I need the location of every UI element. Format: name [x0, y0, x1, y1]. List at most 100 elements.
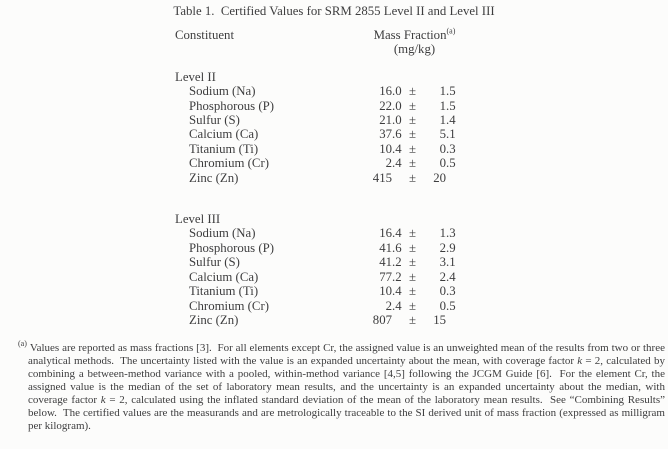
- plus-minus-sign: ±: [408, 312, 417, 327]
- uncertainty-decimal: .4: [446, 113, 456, 128]
- footnote-text-part: = 2, calculated by combining a between-m…: [28, 355, 668, 406]
- value-decimal: .4: [392, 156, 402, 171]
- uncertainty-decimal: .4: [446, 269, 456, 284]
- constituent-cell: Chromium (Cr): [189, 156, 269, 171]
- uncertainty-integer: 2: [439, 269, 446, 284]
- section-label-row: Level III: [175, 212, 458, 226]
- uncertainty-integer: 20: [433, 170, 446, 185]
- uncertainty-integer: 2: [439, 240, 446, 255]
- uncertainty-decimal: .5: [446, 84, 456, 99]
- uncertainty-integer: 5: [439, 127, 446, 142]
- uncertainty-decimal: [446, 171, 458, 185]
- plus-minus-sign: ±: [408, 298, 417, 313]
- uncertainty-integer: 15: [433, 312, 446, 327]
- table-row: Zinc (Zn) 415 ± 20: [175, 171, 458, 185]
- unit-row-spacer: [175, 42, 352, 56]
- uncertainty-decimal: .5: [446, 156, 456, 171]
- footnote-italic-k: k: [100, 394, 106, 406]
- uncertainty-integer: 0: [439, 156, 446, 171]
- value-integer: 415: [372, 170, 392, 185]
- value-decimal: .0: [392, 113, 402, 128]
- value-decimal: [392, 171, 405, 185]
- value-integer: 41: [379, 255, 392, 270]
- mass-fraction-label: Mass Fraction: [373, 28, 447, 42]
- plus-minus-sign: ±: [408, 255, 417, 270]
- value-integer: 807: [372, 312, 392, 327]
- table-row: Sulfur (S) 21 .0 ± 1 .4: [175, 113, 458, 127]
- plus-minus-sign: ±: [408, 127, 417, 142]
- uncertainty-integer: 3: [439, 255, 446, 270]
- value-decimal: .2: [392, 269, 402, 284]
- table-row: Sulfur (S) 41 .2 ± 3 .1: [175, 255, 458, 269]
- table-row: Phosphorous (P) 41 .6 ± 2 .9: [175, 241, 458, 255]
- table-row: Calcium (Ca) 37 .6 ± 5 .1: [175, 127, 458, 141]
- certified-values-table: Constituent Mass Fraction(a) (mg/kg) Lev…: [175, 27, 458, 328]
- footnote-text-part: = 2, calculated using the inflated stand…: [28, 394, 668, 432]
- table-row: Sodium (Na) 16 .0 ± 1 .5: [175, 84, 458, 98]
- column-header-mass-fraction: Mass Fraction(a): [352, 27, 458, 42]
- footnote: (a) Values are reported as mass fractions…: [18, 339, 668, 433]
- value-integer: 16: [379, 84, 392, 99]
- section-rows: Sodium (Na) 16 .4 ± 1 .3 Phosphorous (P)…: [175, 226, 458, 327]
- constituent-cell: Calcium (Ca): [189, 269, 259, 284]
- uncertainty-decimal: .3: [446, 141, 456, 156]
- value-decimal: .4: [392, 284, 402, 299]
- constituent-cell: Zinc (Zn): [189, 312, 239, 327]
- constituent-cell: Sulfur (S): [189, 255, 240, 270]
- value-integer: 16: [379, 226, 392, 241]
- table-row: Chromium (Cr) 2 .4 ± 0 .5: [175, 156, 458, 170]
- value-decimal: .6: [392, 240, 402, 255]
- table-body: Level II Sodium (Na) 16 .0 ± 1 .5 Phosph…: [175, 70, 458, 328]
- table-row: Titanium (Ti) 10 .4 ± 0 .3: [175, 142, 458, 156]
- plus-minus-sign: ±: [408, 98, 417, 113]
- value-integer: 21: [379, 113, 392, 128]
- table-row: Sodium (Na) 16 .4 ± 1 .3: [175, 226, 458, 240]
- value-integer: 41: [379, 240, 392, 255]
- uncertainty-integer: 0: [439, 141, 446, 156]
- constituent-cell: Sodium (Na): [189, 226, 256, 241]
- table-unit-row: (mg/kg): [175, 42, 458, 56]
- uncertainty-decimal: .3: [446, 226, 456, 241]
- value-integer: 2: [385, 156, 392, 171]
- table-section: Level II Sodium (Na) 16 .0 ± 1 .5 Phosph…: [175, 70, 458, 185]
- value-integer: 77: [379, 269, 392, 284]
- column-header-constituent: Constituent: [175, 28, 235, 42]
- plus-minus-sign: ±: [408, 156, 417, 171]
- value-decimal: .2: [392, 255, 402, 270]
- uncertainty-decimal: .3: [446, 284, 456, 299]
- footnote-marker: (a): [18, 339, 27, 349]
- constituent-cell: Chromium (Cr): [189, 298, 269, 313]
- plus-minus-sign: ±: [408, 226, 417, 241]
- uncertainty-integer: 1: [439, 226, 446, 241]
- uncertainty-decimal: .5: [446, 98, 456, 113]
- table-row: Zinc (Zn) 807 ± 15: [175, 313, 458, 327]
- section-rows: Sodium (Na) 16 .0 ± 1 .5 Phosphorous (P)…: [175, 84, 458, 185]
- value-integer: 37: [379, 127, 392, 142]
- footnote-text-part: Values are reported as mass fractions [3…: [28, 342, 668, 367]
- uncertainty-decimal: .5: [446, 298, 456, 313]
- value-integer: 2: [385, 298, 392, 313]
- table-row: Calcium (Ca) 77 .2 ± 2 .4: [175, 270, 458, 284]
- value-decimal: .0: [392, 98, 402, 113]
- table-row: Titanium (Ti) 10 .4 ± 0 .3: [175, 284, 458, 298]
- section-label-row: Level II: [175, 70, 458, 84]
- footnote-text: Values are reported as mass fractions [3…: [28, 342, 668, 432]
- constituent-cell: Titanium (Ti): [189, 141, 259, 156]
- section-label: Level III: [175, 212, 221, 227]
- value-decimal: [392, 313, 405, 327]
- uncertainty-integer: 1: [439, 113, 446, 128]
- value-decimal: .6: [392, 127, 402, 142]
- uncertainty-integer: 1: [439, 98, 446, 113]
- constituent-cell: Phosphorous (P): [189, 98, 274, 113]
- value-integer: 10: [379, 284, 392, 299]
- constituent-cell: Sodium (Na): [189, 84, 256, 99]
- constituent-cell: Titanium (Ti): [189, 284, 259, 299]
- plus-minus-sign: ±: [408, 240, 417, 255]
- value-integer: 10: [379, 141, 392, 156]
- plus-minus-sign: ±: [408, 284, 417, 299]
- plus-minus-sign: ±: [408, 269, 417, 284]
- constituent-cell: Sulfur (S): [189, 113, 240, 128]
- constituent-cell: Zinc (Zn): [189, 170, 239, 185]
- uncertainty-integer: 0: [439, 298, 446, 313]
